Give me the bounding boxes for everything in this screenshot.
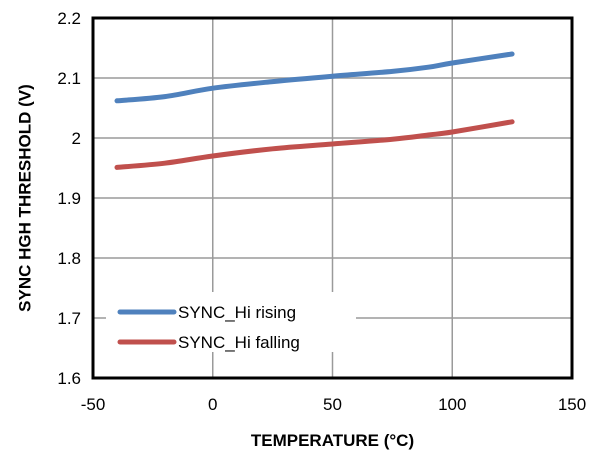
y-tick-label: 2 bbox=[72, 129, 81, 148]
series-line-falling bbox=[114, 119, 515, 170]
x-tick-label: 100 bbox=[438, 395, 466, 414]
x-axis-title: TEMPERATURE (°C) bbox=[251, 431, 414, 450]
legend-label: SYNC_Hi falling bbox=[178, 333, 300, 352]
y-tick-labels: 1.6 1.7 1.8 1.9 2 2.1 2.2 bbox=[57, 9, 81, 388]
y-tick-label: 1.8 bbox=[57, 249, 81, 268]
series-line-rising bbox=[114, 51, 515, 104]
y-tick-label: 1.7 bbox=[57, 309, 81, 328]
x-tick-label: 0 bbox=[208, 395, 217, 414]
y-tick-label: 2.2 bbox=[57, 9, 81, 28]
plot-frame bbox=[91, 16, 574, 380]
y-axis-title: SYNC HGH THRESHOLD (V) bbox=[15, 84, 34, 312]
x-tick-label: -50 bbox=[81, 395, 106, 414]
legend-label: SYNC_Hi rising bbox=[178, 303, 296, 322]
x-tick-label: 150 bbox=[558, 395, 586, 414]
x-tick-labels: -50 0 50 100 150 bbox=[81, 395, 586, 414]
y-tick-label: 1.9 bbox=[57, 189, 81, 208]
y-tick-label: 2.1 bbox=[57, 69, 81, 88]
series-layer bbox=[114, 51, 515, 170]
y-tick-label: 1.6 bbox=[57, 369, 81, 388]
x-tick-label: 50 bbox=[323, 395, 342, 414]
legend: SYNC_Hi rising SYNC_Hi falling bbox=[106, 292, 356, 352]
